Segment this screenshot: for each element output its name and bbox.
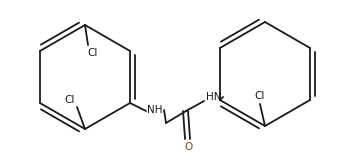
Text: HN: HN [206, 92, 222, 102]
Text: Cl: Cl [255, 91, 265, 101]
Text: NH: NH [147, 105, 163, 115]
Text: O: O [184, 142, 192, 152]
Text: Cl: Cl [88, 48, 98, 58]
Text: Cl: Cl [65, 95, 75, 105]
